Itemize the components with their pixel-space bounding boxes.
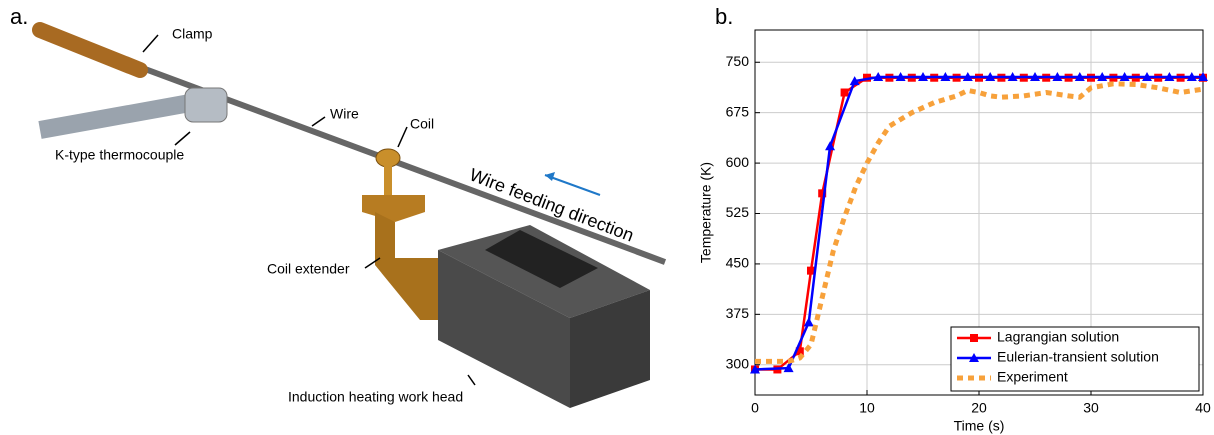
x-tick-label: 10 (859, 400, 875, 416)
label-wire: Wire (330, 106, 359, 122)
marker (895, 72, 906, 82)
marker (803, 317, 814, 327)
marker (825, 141, 836, 151)
thermocouple-head (184, 87, 228, 123)
panel-label: b. (715, 4, 733, 29)
marker (840, 88, 849, 97)
x-tick-label: 0 (751, 400, 759, 416)
panel-label: a. (10, 4, 28, 29)
marker (1142, 72, 1152, 82)
marker (940, 72, 951, 82)
legend-label: Experiment (997, 369, 1068, 385)
y-tick-label: 600 (726, 154, 750, 170)
marker (1097, 72, 1108, 82)
marker (1030, 72, 1040, 82)
y-tick-label: 750 (726, 53, 750, 69)
marker (750, 364, 760, 374)
coil-plate (362, 195, 425, 222)
marker (783, 363, 794, 373)
y-tick-label: 300 (726, 355, 750, 371)
marker (818, 189, 827, 198)
x-tick-label: 20 (971, 400, 987, 416)
y-axis-label: Temperature (K) (698, 162, 714, 263)
marker (1052, 72, 1063, 82)
thermocouple (38, 94, 192, 139)
marker (873, 72, 884, 82)
series-line (755, 81, 1204, 364)
label-clamp: Clamp (172, 26, 213, 42)
x-axis-label: Time (s) (954, 418, 1005, 434)
box-front (570, 290, 650, 408)
label-thermocouple: K-type thermocouple (55, 147, 184, 163)
feed-arrowhead (545, 172, 555, 181)
marker (1198, 72, 1208, 82)
x-tick-label: 40 (1195, 400, 1211, 416)
marker (918, 72, 928, 82)
marker (1074, 72, 1085, 82)
label-workhead: Induction heating work head (288, 389, 463, 405)
box-side (438, 250, 570, 408)
handle (485, 230, 598, 288)
y-tick-label: 675 (726, 103, 750, 119)
feed-arrow (544, 174, 601, 196)
chart: b. 0 10 20 30 40 300 375 450 525 600 675 750 Time (s… (698, 4, 1211, 434)
coil-extender (375, 212, 438, 320)
leaders (142, 34, 476, 386)
marker (795, 347, 804, 356)
label-extender: Coil extender (267, 261, 350, 277)
marker (807, 266, 815, 275)
plot-frame (754, 29, 1204, 396)
legend-marker (970, 334, 978, 342)
marker (1164, 72, 1175, 82)
clamp (32, 22, 148, 78)
x-tick-label: 30 (1083, 400, 1099, 416)
legend-box (950, 326, 1200, 392)
coil (375, 148, 401, 168)
y-tick-label: 375 (726, 305, 750, 321)
marker (1119, 72, 1130, 82)
diagram: a. Clamp K-type thermocouple Wire Coil W… (10, 4, 667, 408)
marker (849, 76, 860, 86)
marker (1186, 72, 1197, 82)
legend-label: Lagrangian solution (997, 329, 1119, 345)
label-coil: Coil (410, 116, 434, 132)
coil-stem (384, 165, 392, 195)
marker (962, 72, 973, 82)
legend-marker (969, 353, 979, 362)
legend-label: Eulerian-transient solution (997, 349, 1159, 365)
marker (1007, 72, 1018, 82)
y-tick-label: 525 (726, 204, 750, 220)
y-tick-label: 450 (726, 255, 750, 271)
marker (985, 72, 996, 82)
